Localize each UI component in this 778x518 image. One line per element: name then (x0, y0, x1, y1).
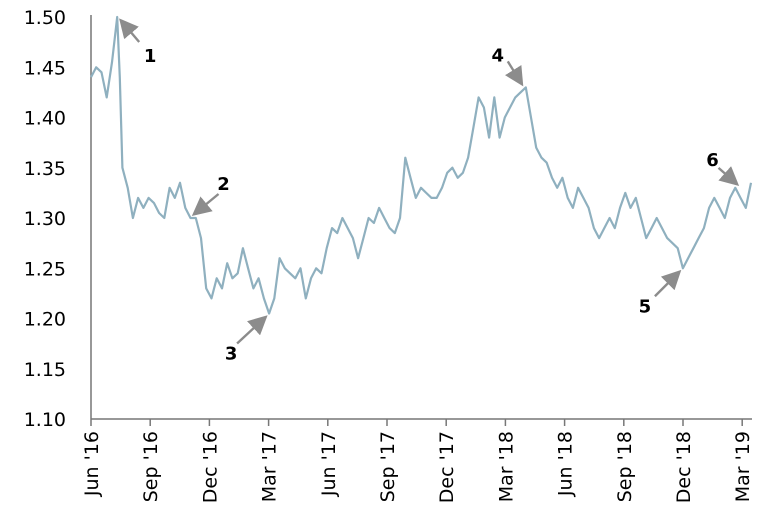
annotation-label-3: 3 (225, 343, 238, 364)
annotation-label-1: 1 (144, 46, 157, 67)
x-tick-label: Dec '18 (673, 431, 695, 503)
annotation-arrow-5 (654, 269, 682, 298)
y-tick-label: 1.15 (24, 359, 66, 381)
x-axis: Jun '16 Sep '16 Dec '16 Mar '17 Jun '17 Sep '… (81, 418, 754, 503)
series-line (90, 15, 753, 315)
y-tick-label: 1.30 (24, 208, 66, 230)
y-tick-label: 1.35 (24, 158, 66, 180)
y-tick-label: 1.25 (24, 258, 66, 280)
annotation-label-6: 6 (706, 150, 719, 171)
x-tick-label: Jun '18 (555, 431, 577, 497)
annotation-label-5: 5 (639, 296, 652, 317)
x-tick-label: Mar '18 (495, 431, 517, 502)
x-tick-label: Sep '18 (614, 431, 636, 502)
y-tick-label: 1.50 (24, 7, 66, 29)
x-tick-label: Mar '17 (259, 431, 281, 502)
y-tick-label: 1.20 (24, 309, 66, 331)
annotation-arrow-2 (191, 193, 220, 217)
x-tick-label: Sep '17 (377, 431, 399, 502)
annotation-label-4: 4 (491, 45, 504, 66)
x-tick-label: Jun '17 (318, 431, 340, 497)
annotation-arrow-4 (505, 60, 524, 87)
y-tick-label: 1.40 (24, 108, 66, 130)
y-tick-label: 1.45 (24, 57, 66, 79)
annotations: 1 2 3 4 5 6 (119, 18, 740, 364)
y-axis: 1.10 1.15 1.20 1.25 1.30 1.35 1.40 1.45 1.50 (24, 7, 92, 431)
x-tick-label: Mar '19 (732, 431, 754, 502)
x-tick-label: Dec '17 (436, 431, 458, 503)
x-tick-label: Jun '16 (81, 431, 103, 497)
annotation-label-2: 2 (217, 174, 230, 195)
x-tick-label: Sep '16 (140, 431, 162, 502)
x-tick-label: Dec '16 (199, 431, 221, 503)
y-tick-label: 1.10 (24, 409, 66, 431)
annotation-arrow-6 (717, 166, 740, 187)
annotation-arrow-3 (236, 315, 268, 345)
annotation-arrow-1 (119, 18, 141, 43)
